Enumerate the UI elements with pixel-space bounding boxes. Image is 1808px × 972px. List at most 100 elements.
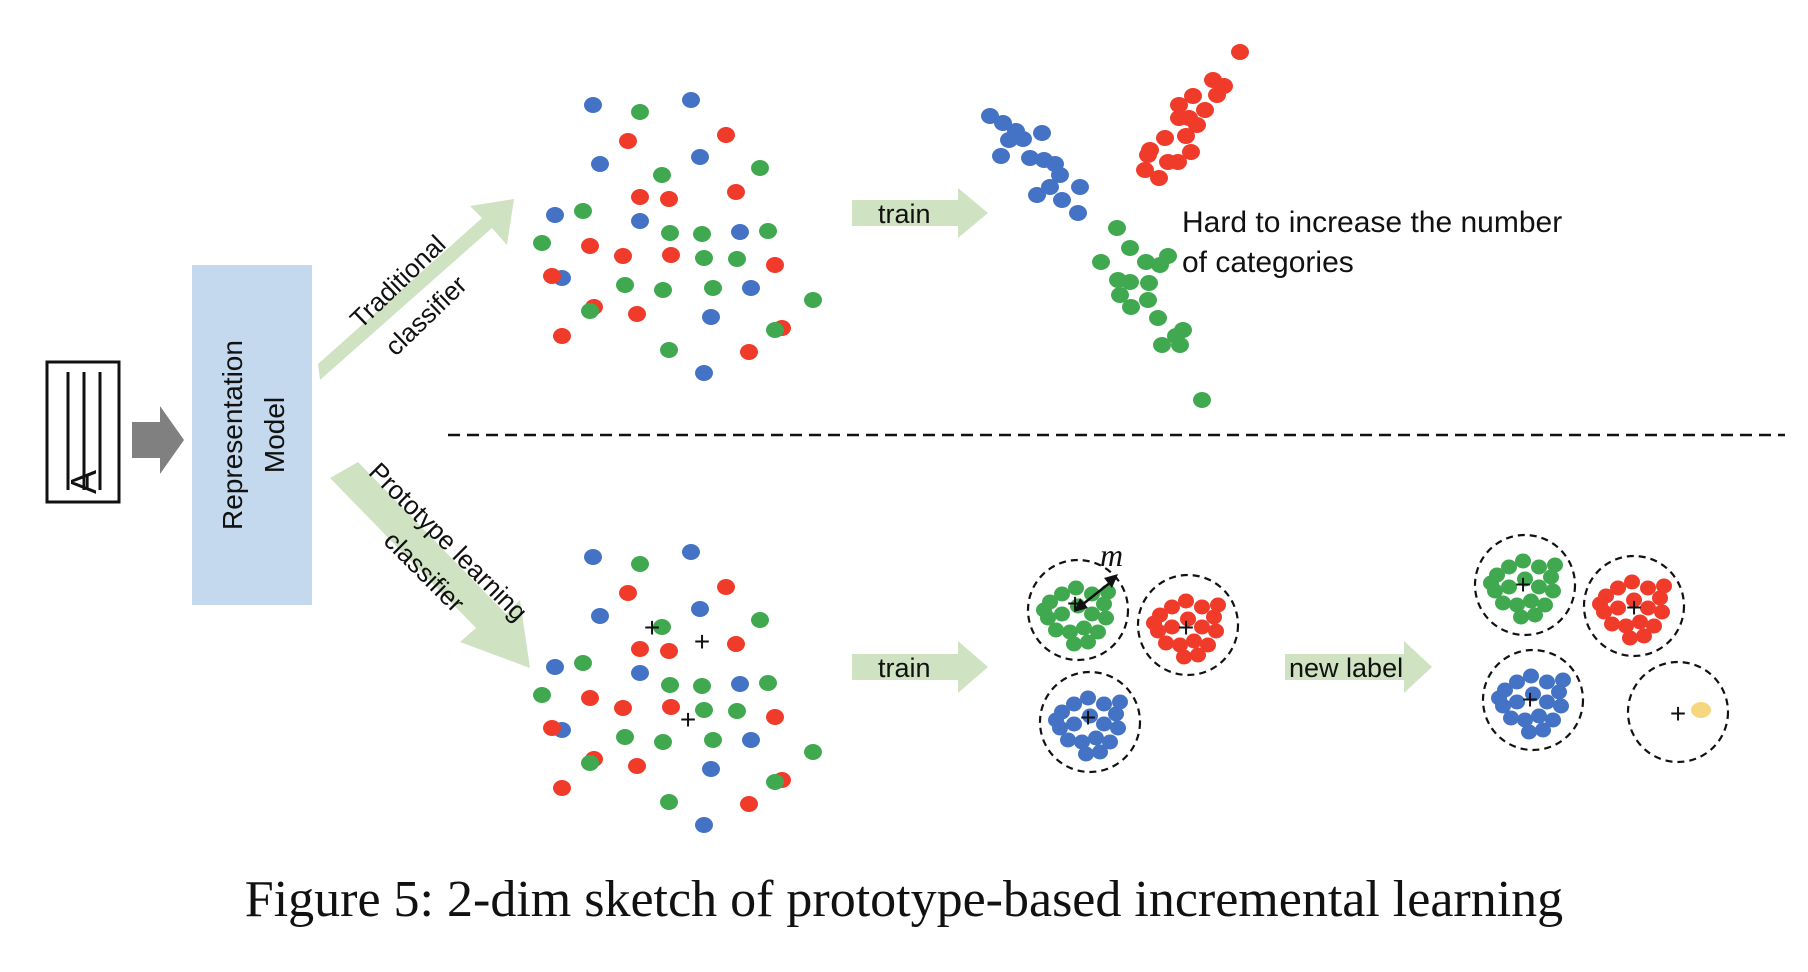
prototype-marker: +	[1626, 592, 1642, 623]
blue-dot	[691, 149, 709, 165]
red-dot	[1178, 593, 1194, 609]
blue-dot	[691, 601, 709, 617]
red-dot	[1170, 110, 1188, 126]
blue-dot	[1110, 720, 1126, 736]
red-dot	[1640, 580, 1656, 596]
red-dot	[660, 643, 678, 659]
green-dot	[804, 292, 822, 308]
blue-dot	[591, 608, 609, 624]
blue-dot	[731, 224, 749, 240]
red-dot	[660, 191, 678, 207]
blue-dot	[584, 549, 602, 565]
blue-dot	[1041, 179, 1059, 195]
prototype-branch-arrow	[330, 462, 530, 668]
green-dot	[766, 322, 784, 338]
red-dot	[1158, 635, 1174, 651]
red-dot	[1182, 144, 1200, 160]
red-dot	[740, 796, 758, 812]
blue-dot	[1545, 712, 1561, 728]
green-dot	[759, 223, 777, 239]
green-dot	[1149, 310, 1167, 326]
green-dot	[631, 556, 649, 572]
red-dot	[581, 690, 599, 706]
green-dot	[1509, 597, 1525, 613]
green-dot	[704, 732, 722, 748]
blue-dot	[1066, 716, 1082, 732]
prototype-marker: +	[1080, 702, 1096, 733]
red-dot	[1632, 614, 1648, 630]
prototype-marker: +	[1522, 684, 1538, 715]
blue-dot	[1000, 132, 1018, 148]
green-dot	[759, 675, 777, 691]
scatter-unlabeled-top	[533, 92, 822, 381]
blue-dot	[1521, 724, 1537, 740]
green-dot	[1068, 580, 1084, 596]
prototype-marker: +	[1178, 612, 1194, 643]
red-dot	[1164, 599, 1180, 615]
green-dot	[661, 225, 679, 241]
green-dot	[653, 167, 671, 183]
cluster-circle-red-2	[1582, 554, 1686, 658]
green-dot	[574, 203, 592, 219]
green-dot	[1139, 292, 1157, 308]
red-dot	[1180, 611, 1196, 627]
red-dot	[614, 700, 632, 716]
red-dot	[1206, 609, 1222, 625]
margin-indicator: m	[1074, 537, 1123, 612]
red-dot	[553, 328, 571, 344]
red-dot	[1592, 596, 1608, 612]
blue-dot	[1509, 694, 1525, 710]
blue-dot	[1096, 696, 1112, 712]
green-dot	[1076, 620, 1092, 636]
green-dot	[1084, 586, 1100, 602]
red-dot	[619, 585, 637, 601]
blue-dot	[1555, 672, 1571, 688]
green-dot	[1547, 557, 1563, 573]
blue-dot	[1539, 674, 1555, 690]
blue-dot	[1071, 179, 1089, 195]
red-dot	[1169, 154, 1187, 170]
blue-dot	[702, 761, 720, 777]
red-dot	[1184, 88, 1202, 104]
green-dot	[1080, 634, 1096, 650]
blue-dot	[591, 156, 609, 172]
red-dot	[1156, 130, 1174, 146]
green-dot	[1137, 254, 1155, 270]
blue-dot	[992, 148, 1010, 164]
red-dot	[766, 257, 784, 273]
cluster-circle-blue-2	[1481, 648, 1585, 752]
green-dot	[728, 703, 746, 719]
red-dot	[727, 636, 745, 652]
red-dot	[631, 641, 649, 657]
blue-dot	[1525, 686, 1541, 702]
new-label-arrow: new label	[1285, 641, 1432, 693]
green-dot	[661, 677, 679, 693]
green-dot	[1537, 597, 1553, 613]
red-dot	[553, 780, 571, 796]
blue-dot	[1509, 674, 1525, 690]
red-dot	[1231, 44, 1249, 60]
red-dot	[619, 133, 637, 149]
blue-dot	[994, 115, 1012, 131]
red-dot	[1188, 117, 1206, 133]
green-dot	[574, 655, 592, 671]
blue-dot	[682, 544, 700, 560]
red-dot	[1610, 580, 1626, 596]
red-dot	[1194, 619, 1210, 635]
red-dot	[1170, 97, 1188, 113]
green-dot	[1515, 553, 1531, 569]
red-dot	[1190, 647, 1206, 663]
green-dot	[1122, 299, 1140, 315]
red-dot	[717, 579, 735, 595]
green-dot	[581, 755, 599, 771]
blue-dot	[1551, 684, 1567, 700]
green-dot	[1048, 622, 1064, 638]
red-dot	[1652, 590, 1668, 606]
red-dot	[628, 306, 646, 322]
prototype-marker: +	[644, 612, 660, 643]
blue-dot	[1021, 150, 1039, 166]
green-dot	[1100, 584, 1116, 600]
red-dot	[1177, 128, 1195, 144]
green-dot	[1062, 624, 1078, 640]
